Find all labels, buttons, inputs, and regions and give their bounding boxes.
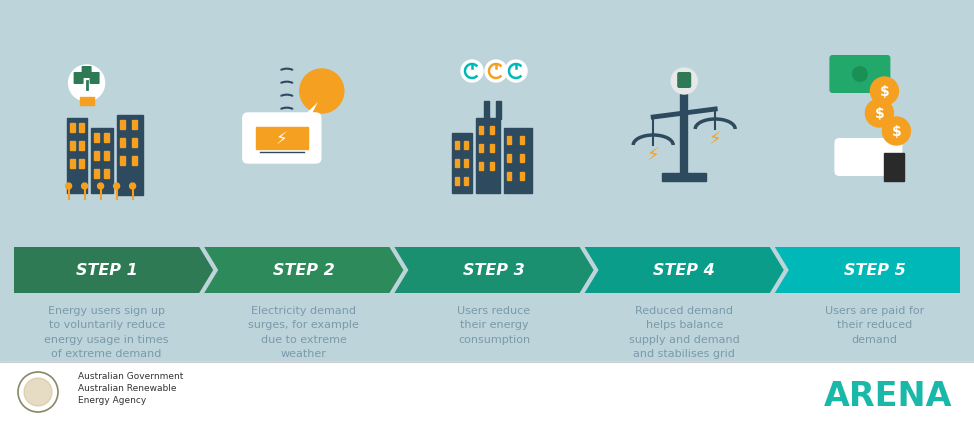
Bar [69,141,75,150]
FancyBboxPatch shape [74,73,84,85]
Polygon shape [774,247,960,293]
Text: Users reduce
their energy
consumption: Users reduce their energy consumption [458,305,531,344]
FancyBboxPatch shape [243,114,320,164]
Polygon shape [14,247,213,293]
Text: STEP 3: STEP 3 [463,263,525,278]
FancyBboxPatch shape [677,73,692,89]
Bar [131,157,136,166]
Bar [131,139,136,147]
Bar [455,178,459,186]
Bar [455,141,459,150]
Text: STEP 4: STEP 4 [654,263,715,278]
FancyBboxPatch shape [830,56,890,94]
Bar [80,98,94,106]
Circle shape [130,184,135,190]
FancyBboxPatch shape [835,139,902,177]
Polygon shape [205,247,403,293]
Circle shape [114,184,120,190]
Bar [455,160,459,168]
Bar [452,134,472,194]
Text: ARENA: ARENA [823,380,952,412]
Bar [520,155,524,163]
Bar [69,124,75,133]
Circle shape [461,61,483,83]
Bar [69,160,75,169]
Text: STEP 5: STEP 5 [843,263,905,278]
Bar [94,134,98,143]
Text: Reduced demand
helps balance
supply and demand
and stabilises grid: Reduced demand helps balance supply and … [629,305,739,358]
Text: $: $ [891,125,901,139]
Text: $: $ [875,107,884,121]
Circle shape [882,118,911,146]
Circle shape [866,100,893,128]
Bar [479,144,483,153]
Text: Energy Agency: Energy Agency [78,396,146,405]
Bar [103,169,108,178]
Text: ⚡: ⚡ [647,147,659,165]
Circle shape [65,184,72,190]
Text: Users are paid for
their reduced
demand: Users are paid for their reduced demand [825,305,924,344]
FancyBboxPatch shape [82,67,92,79]
Bar [479,127,483,135]
Text: Australian Renewable: Australian Renewable [78,384,176,393]
Bar [490,163,494,171]
Bar [520,172,524,181]
Polygon shape [584,247,784,293]
Text: Electricity demand
surges, for example
due to extreme
weather: Electricity demand surges, for example d… [248,305,359,358]
Bar [464,141,468,150]
Circle shape [671,69,697,95]
Bar [103,152,108,161]
Circle shape [300,70,344,114]
Text: $: $ [880,85,889,99]
Bar [496,102,501,120]
Circle shape [852,67,868,83]
Text: Energy users sign up
to voluntarily reduce
energy usage in times
of extreme dema: Energy users sign up to voluntarily redu… [45,305,169,358]
Bar [507,172,511,181]
Bar [464,160,468,168]
Bar [662,174,706,181]
Text: ⚡: ⚡ [709,131,722,149]
Bar [507,137,511,144]
Bar [490,144,494,153]
Bar [504,129,532,194]
Bar [66,119,87,194]
Bar [91,129,113,194]
Bar [94,152,98,161]
Bar [464,178,468,186]
Bar [103,134,108,143]
Circle shape [871,78,898,106]
Circle shape [505,61,527,83]
Bar [884,154,905,181]
Circle shape [68,66,104,102]
Bar [79,141,84,150]
Bar [476,119,500,194]
Bar [507,155,511,163]
Circle shape [24,378,52,406]
Circle shape [82,184,88,190]
Bar [490,127,494,135]
Text: STEP 1: STEP 1 [76,263,137,278]
FancyBboxPatch shape [90,73,99,85]
Text: STEP 2: STEP 2 [273,263,335,278]
Bar [131,121,136,130]
Bar [117,116,142,196]
Bar [520,137,524,144]
Bar [479,163,483,171]
Bar [79,160,84,169]
Polygon shape [394,247,593,293]
Bar [94,169,98,178]
Circle shape [485,61,507,83]
Bar [0,362,974,430]
Circle shape [97,184,103,190]
Bar [79,124,84,133]
Text: ⚡: ⚡ [276,130,287,147]
Bar [120,139,125,147]
Bar [120,157,125,166]
Text: Australian Government: Australian Government [78,372,183,381]
Bar [484,102,489,120]
Bar [120,121,125,130]
Bar [256,128,308,150]
Polygon shape [302,103,318,119]
